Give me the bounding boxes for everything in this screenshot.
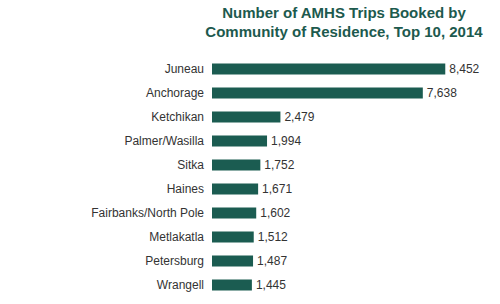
data-label: 1,994 [271,134,301,148]
category-label: Wrangell [157,278,204,292]
category-label: Metlakatla [149,230,204,244]
category-label: Fairbanks/North Pole [91,206,204,220]
category-label: Juneau [165,62,204,76]
category-label: Anchorage [146,86,204,100]
category-label: Haines [167,182,204,196]
data-label: 1,671 [262,182,292,196]
bar [212,280,252,291]
category-label: Palmer/Wasilla [124,134,204,148]
data-label: 1,487 [257,254,287,268]
bar [212,64,445,75]
bar [212,256,253,267]
chart-svg: Juneau 8,452 Anchorage 7,638 Ketchikan 2,479 P… [0,0,500,304]
bar [212,136,267,147]
bar [212,88,423,99]
bars [212,64,445,291]
data-label: 1,445 [256,278,286,292]
bar [212,208,256,219]
chart-title: Number of AMHS Trips Booked by Community… [188,3,500,41]
category-label: Sitka [177,158,204,172]
data-label: 1,752 [264,158,294,172]
bar [212,184,258,195]
data-label: 1,602 [260,206,290,220]
data-label: 8,452 [449,62,479,76]
data-label: 7,638 [427,86,457,100]
category-label: Ketchikan [151,110,204,124]
data-label: 2,479 [284,110,314,124]
data-label: 1,512 [258,230,288,244]
category-label: Petersburg [145,254,204,268]
bar [212,232,254,243]
bar [212,112,280,123]
bar [212,160,260,171]
